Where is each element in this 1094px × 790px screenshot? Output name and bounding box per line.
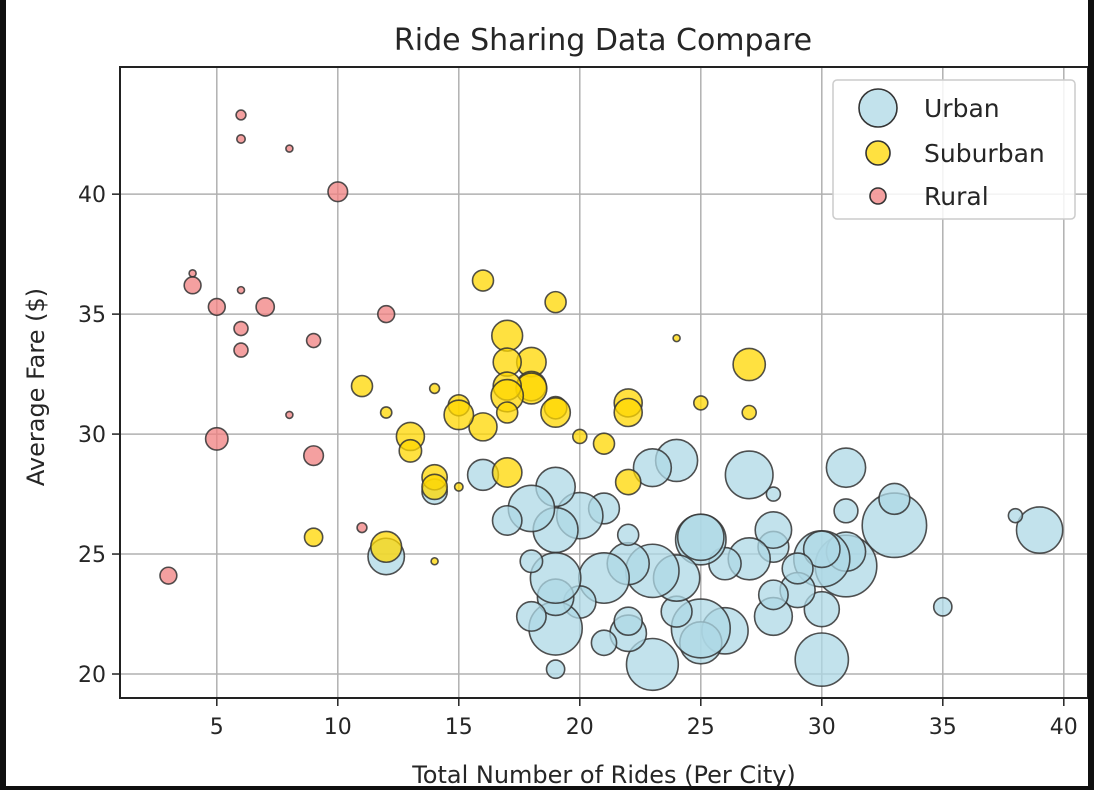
- rural-point: [204, 426, 229, 451]
- urban-point: [781, 552, 814, 585]
- legend: Urban Suburban Rural: [832, 79, 1076, 220]
- urban-point: [519, 549, 544, 574]
- chart-title: Ride Sharing Data Compare: [394, 23, 812, 58]
- y-tick-label: 20: [78, 663, 106, 688]
- suburban-point: [471, 269, 495, 292]
- suburban-point: [614, 468, 642, 496]
- x-tick-label: 25: [687, 715, 715, 740]
- suburban-point: [379, 406, 393, 419]
- urban-point: [754, 511, 793, 550]
- rural-point: [188, 269, 197, 278]
- suburban-point: [732, 347, 767, 382]
- urban-point: [625, 637, 680, 692]
- suburban-point: [421, 473, 449, 501]
- x-tick-label: 40: [1050, 715, 1078, 740]
- y-tick-label: 25: [78, 543, 106, 568]
- suburban-point: [303, 527, 324, 548]
- y-axis-label: Average Fare ($): [22, 288, 50, 486]
- rural-point: [377, 304, 396, 324]
- suburban-point: [443, 399, 475, 431]
- urban-point: [515, 600, 547, 632]
- urban-point: [632, 447, 673, 488]
- series-urban: [367, 438, 1064, 692]
- suburban-point: [495, 401, 519, 424]
- series-rural: [159, 109, 396, 585]
- urban-point: [932, 596, 953, 617]
- suburban-point: [428, 382, 441, 395]
- x-tick-label: 10: [324, 715, 352, 740]
- x-tick-label: 5: [210, 715, 224, 740]
- urban-point: [545, 659, 566, 680]
- urban-point: [676, 513, 725, 562]
- suburban-point: [491, 319, 524, 352]
- urban-point: [878, 482, 911, 516]
- rural-point: [285, 144, 294, 153]
- urban-point: [757, 579, 789, 611]
- x-tick-label: 30: [808, 715, 836, 740]
- rural-point: [233, 342, 249, 358]
- legend-marker-suburban: [865, 140, 891, 166]
- urban-point: [590, 629, 618, 657]
- urban-point: [802, 530, 841, 569]
- urban-point: [1015, 506, 1064, 554]
- urban-point: [724, 450, 774, 500]
- rural-point: [236, 285, 246, 295]
- y-tick-label: 35: [78, 303, 106, 328]
- series-suburban: [303, 269, 767, 566]
- rural-point: [303, 445, 325, 467]
- x-tick-label: 35: [929, 715, 957, 740]
- suburban-point: [398, 438, 423, 463]
- suburban-point: [672, 333, 681, 343]
- rural-point: [285, 410, 294, 420]
- urban-point: [1007, 507, 1024, 524]
- data-points: [159, 109, 1064, 692]
- x-tick-label: 15: [445, 715, 473, 740]
- x-axis-label: Total Number of Rides (Per City): [411, 761, 796, 786]
- urban-point: [794, 632, 850, 688]
- y-axis-ticks: 20 25 30 35 40: [78, 183, 120, 688]
- suburban-point: [571, 428, 588, 445]
- urban-point: [491, 504, 523, 536]
- legend-marker-urban: [858, 88, 898, 128]
- x-tick-label: 20: [566, 715, 594, 740]
- suburban-point: [453, 481, 464, 492]
- suburban-point: [741, 404, 758, 421]
- chart-canvas: Ride Sharing Data Compare 5 10 15 20 25 30 35 4…: [6, 0, 1089, 789]
- rural-point: [207, 297, 227, 317]
- rural-point: [233, 320, 249, 337]
- suburban-point: [592, 432, 616, 455]
- suburban-point: [491, 456, 523, 488]
- urban-point: [613, 606, 644, 637]
- suburban-point: [692, 395, 709, 411]
- legend-label-suburban: Suburban: [924, 139, 1045, 168]
- urban-point: [616, 523, 640, 547]
- rural-point: [235, 109, 247, 121]
- rural-point: [183, 276, 202, 295]
- urban-point: [803, 590, 841, 628]
- suburban-point: [430, 556, 439, 566]
- rural-point: [236, 133, 247, 144]
- rural-point: [255, 297, 276, 317]
- legend-label-rural: Rural: [924, 182, 989, 211]
- rural-point: [159, 566, 178, 585]
- rural-point: [327, 181, 349, 203]
- suburban-point: [540, 396, 572, 428]
- y-tick-label: 40: [78, 183, 106, 208]
- x-axis-ticks: 5 10 15 20 25 30 35 40: [210, 698, 1078, 740]
- rural-point: [305, 332, 322, 349]
- suburban-point: [613, 397, 644, 428]
- urban-point: [833, 498, 859, 524]
- urban-point: [765, 486, 782, 502]
- suburban-point: [370, 530, 403, 564]
- suburban-point: [350, 374, 374, 398]
- urban-point: [825, 447, 867, 489]
- legend-marker-rural: [869, 187, 887, 205]
- bubble-chart: Ride Sharing Data Compare 5 10 15 20 25 30 35 4…: [22, 23, 1089, 789]
- suburban-point: [468, 412, 498, 442]
- legend-label-urban: Urban: [924, 94, 1000, 123]
- rural-point: [356, 521, 368, 534]
- y-tick-label: 30: [78, 423, 106, 448]
- suburban-point: [544, 290, 567, 314]
